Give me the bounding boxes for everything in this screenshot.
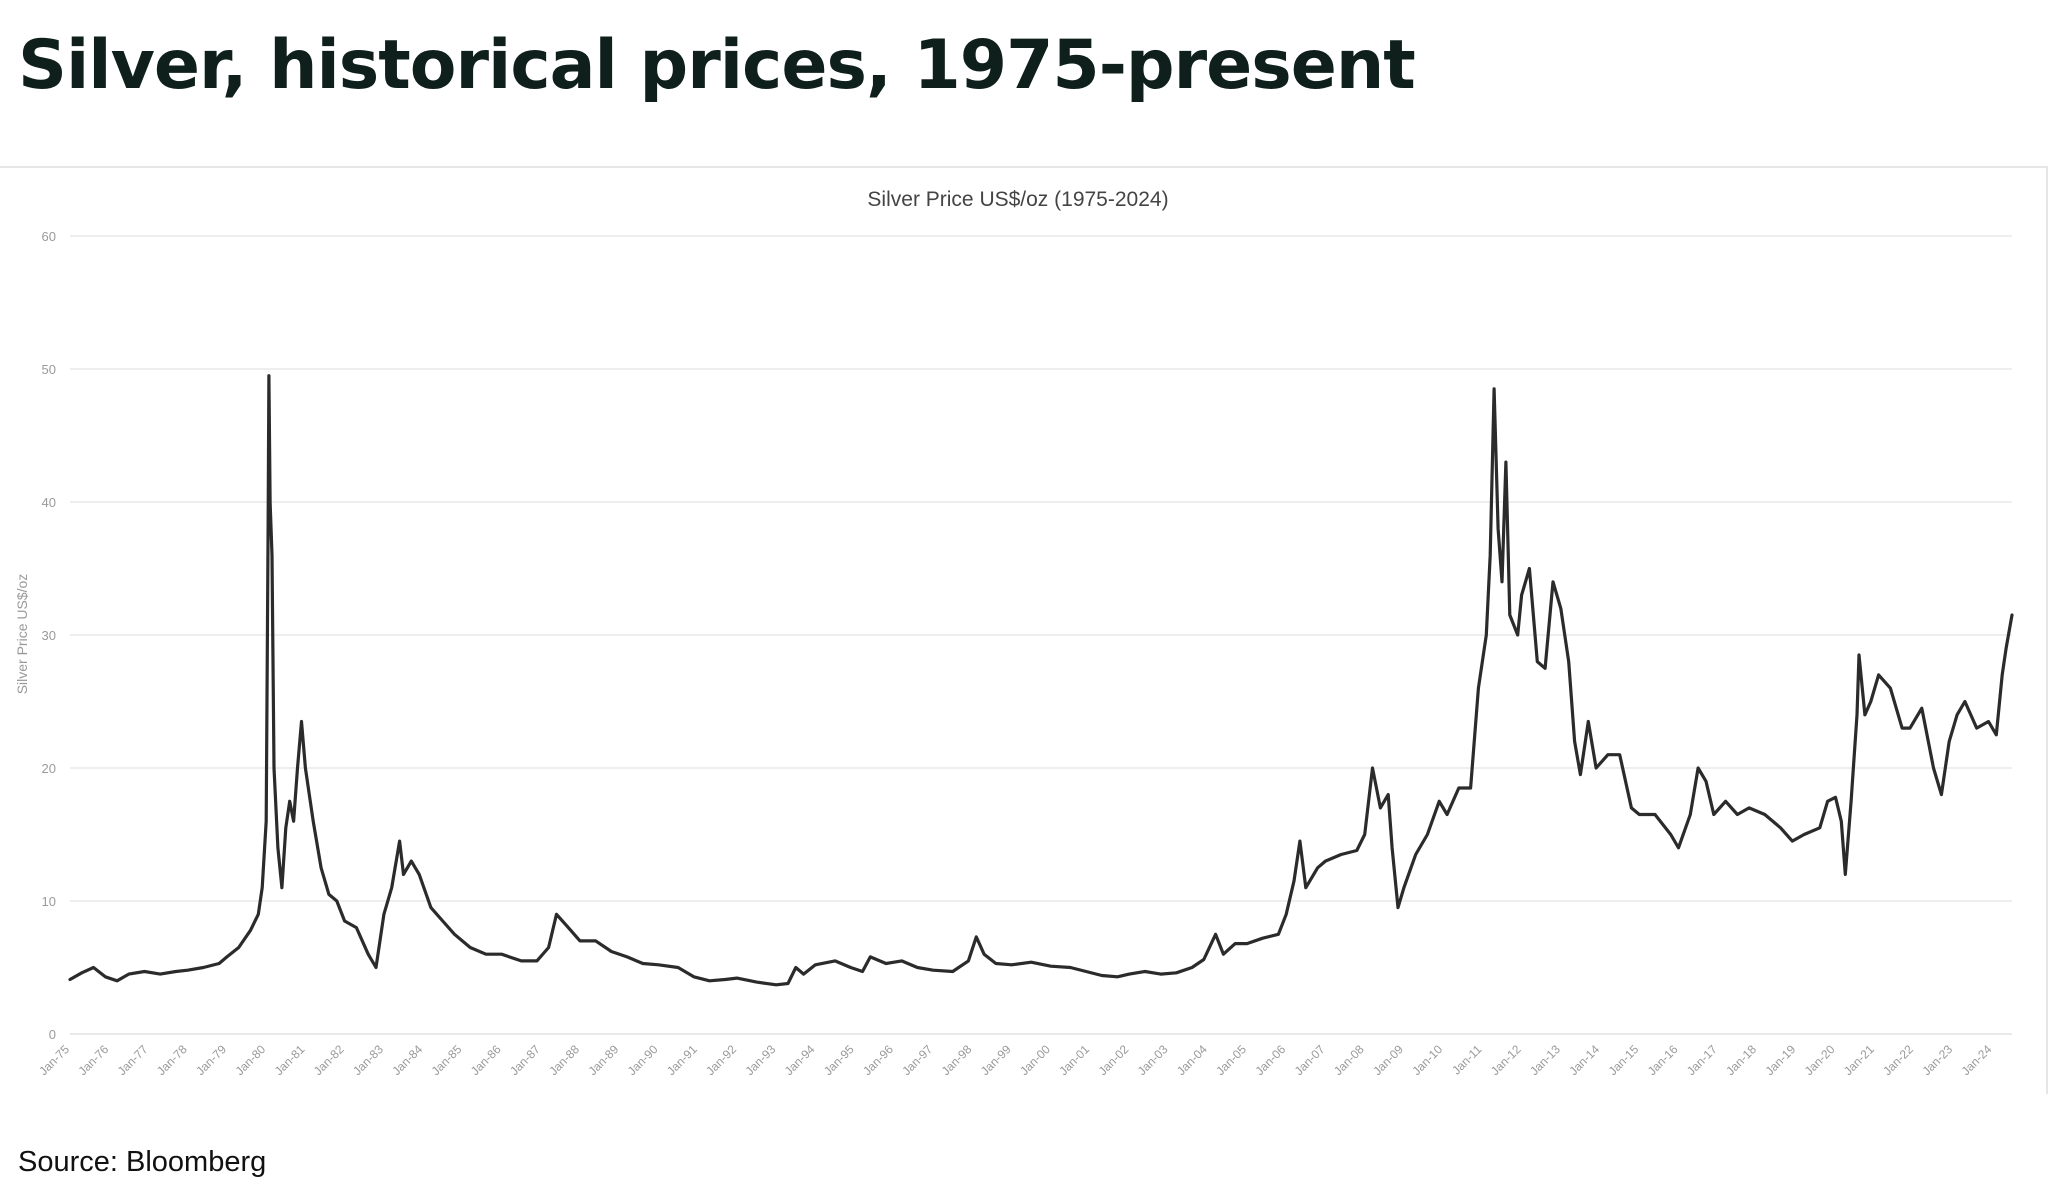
y-tick-label: 50	[42, 362, 56, 377]
x-tick-label: Jan-23	[1919, 1042, 1955, 1078]
x-tick-label: Jan-07	[1292, 1042, 1328, 1078]
x-axis-ticks: Jan-75 Jan-76 Jan-77 Jan-78 Jan-79 Jan-80 Jan-…	[36, 1042, 1994, 1078]
gridlines	[70, 235, 2012, 1035]
x-tick-label: Jan-00	[1017, 1042, 1053, 1078]
x-tick-label: Jan-91	[664, 1042, 700, 1078]
x-tick-label: Jan-16	[1645, 1042, 1681, 1078]
series-line-0	[68, 374, 2014, 987]
series-group	[68, 374, 2014, 987]
x-tick-label: Jan-84	[389, 1042, 425, 1078]
x-tick-label: Jan-94	[782, 1042, 818, 1078]
x-tick-label: Jan-77	[115, 1042, 151, 1078]
x-tick-label: Jan-20	[1802, 1042, 1838, 1078]
x-tick-label: Jan-11	[1449, 1042, 1484, 1077]
x-tick-label: Jan-75	[36, 1042, 72, 1078]
x-tick-label: Jan-24	[1959, 1042, 1995, 1078]
y-tick-label: 20	[42, 761, 56, 776]
x-tick-label: Jan-78	[154, 1042, 190, 1078]
x-tick-label: Jan-18	[1723, 1042, 1759, 1078]
x-tick-label: Jan-02	[1096, 1042, 1132, 1078]
y-tick-label: 0	[49, 1027, 56, 1042]
x-tick-label: Jan-96	[860, 1042, 896, 1078]
x-tick-label: Jan-83	[350, 1042, 386, 1078]
x-tick-label: Jan-95	[821, 1042, 857, 1078]
y-tick-label: 60	[42, 229, 56, 244]
x-tick-label: Jan-01	[1056, 1042, 1092, 1078]
x-tick-label: Jan-76	[76, 1042, 112, 1078]
y-tick-label: 30	[42, 628, 56, 643]
x-tick-label: Jan-06	[1252, 1042, 1288, 1078]
x-tick-label: Jan-10	[1409, 1042, 1445, 1078]
y-tick-label: 40	[42, 495, 56, 510]
x-tick-label: Jan-90	[625, 1042, 661, 1078]
x-tick-label: Jan-09	[1370, 1042, 1406, 1078]
x-tick-label: Jan-97	[899, 1042, 935, 1078]
x-tick-label: Jan-89	[586, 1042, 622, 1078]
x-tick-label: Jan-21	[1841, 1042, 1877, 1078]
x-tick-label: Jan-88	[546, 1042, 582, 1078]
x-tick-label: Jan-99	[978, 1042, 1014, 1078]
x-tick-label: Jan-04	[1174, 1042, 1210, 1078]
line-chart: Silver Price US$/oz (1975-2024) Silver P…	[14, 188, 2014, 1078]
x-tick-label: Jan-05	[1213, 1042, 1249, 1078]
x-tick-label: Jan-80	[232, 1042, 268, 1078]
page-title: Silver, historical prices, 1975-present	[18, 26, 1416, 105]
x-tick-label: Jan-79	[193, 1042, 229, 1078]
y-tick-label: 10	[42, 894, 56, 909]
x-tick-label: Jan-81	[272, 1042, 308, 1078]
x-tick-label: Jan-22	[1880, 1042, 1916, 1078]
x-tick-label: Jan-13	[1527, 1042, 1563, 1078]
x-tick-label: Jan-12	[1488, 1042, 1524, 1078]
x-tick-label: Jan-92	[703, 1042, 739, 1078]
x-tick-label: Jan-14	[1566, 1042, 1602, 1078]
chart-title: Silver Price US$/oz (1975-2024)	[867, 188, 1168, 211]
x-tick-label: Jan-86	[468, 1042, 504, 1078]
source-note: Source: Bloomberg	[18, 1146, 267, 1178]
x-tick-label: Jan-85	[429, 1042, 465, 1078]
chart-frame	[0, 166, 2048, 1094]
x-tick-label: Jan-19	[1762, 1042, 1798, 1078]
x-tick-label: Jan-82	[311, 1042, 347, 1078]
x-tick-label: Jan-17	[1684, 1042, 1720, 1078]
y-axis-ticks: 0 10 20 30 40 50 60	[42, 229, 56, 1042]
x-tick-label: Jan-08	[1331, 1042, 1367, 1078]
x-tick-label: Jan-98	[939, 1042, 975, 1078]
x-tick-label: Jan-03	[1135, 1042, 1171, 1078]
y-axis-label: Silver Price US$/oz	[14, 574, 30, 695]
x-tick-label: Jan-87	[507, 1042, 543, 1078]
x-tick-label: Jan-15	[1606, 1042, 1642, 1078]
x-tick-label: Jan-93	[742, 1042, 778, 1078]
